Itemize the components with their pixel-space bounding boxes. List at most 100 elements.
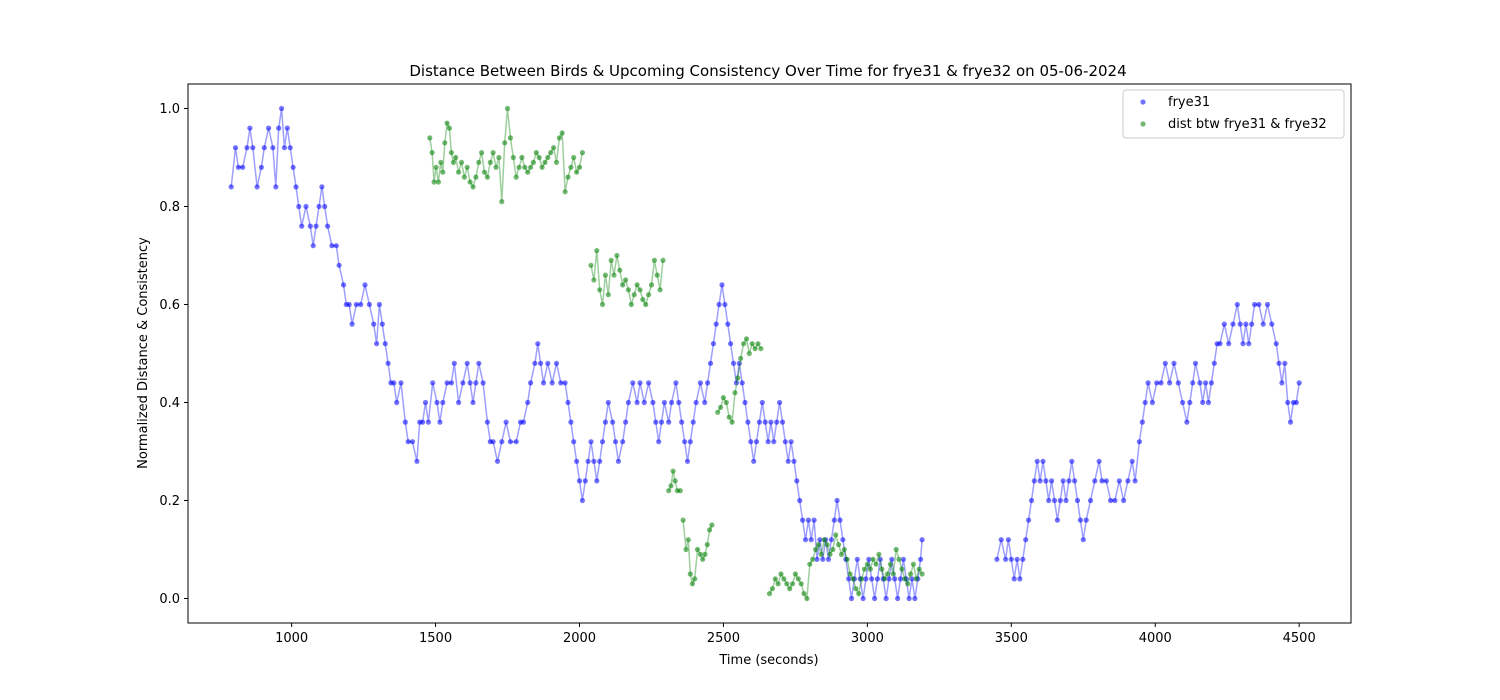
- data-point: [385, 360, 391, 366]
- data-point: [240, 164, 246, 170]
- legend-marker-dist: [1140, 121, 1146, 127]
- data-point: [860, 595, 866, 602]
- data-point: [402, 419, 408, 425]
- data-point: [813, 546, 819, 553]
- data-point: [499, 199, 505, 205]
- data-point: [1187, 399, 1193, 406]
- data-point: [702, 399, 708, 406]
- x-tick-label: 4500: [1283, 631, 1316, 646]
- data-point: [542, 159, 548, 165]
- data-point: [1256, 301, 1262, 308]
- data-point: [460, 380, 466, 386]
- data-point: [473, 380, 479, 386]
- data-point: [1293, 399, 1299, 406]
- data-point: [864, 561, 871, 567]
- data-point: [507, 439, 513, 445]
- data-point: [536, 154, 542, 161]
- data-point: [599, 301, 606, 308]
- data-point: [273, 184, 279, 190]
- data-point: [451, 360, 457, 366]
- data-point: [689, 581, 696, 587]
- series-line: [230, 108, 923, 599]
- data-point: [1205, 399, 1212, 406]
- data-point: [605, 292, 611, 298]
- data-point: [912, 595, 918, 602]
- data-point: [510, 154, 516, 161]
- y-tick-label: 0.8: [159, 200, 180, 215]
- data-point: [539, 164, 545, 170]
- data-point: [646, 292, 652, 298]
- data-point: [804, 595, 810, 602]
- data-point: [670, 468, 676, 474]
- data-point: [290, 164, 296, 170]
- data-point: [532, 360, 538, 366]
- data-point: [682, 439, 688, 445]
- data-point: [1190, 380, 1196, 386]
- data-point: [444, 380, 450, 386]
- data-point: [846, 576, 852, 582]
- data-point: [884, 571, 891, 577]
- data-point: [918, 556, 924, 562]
- data-point: [1285, 399, 1291, 406]
- data-point: [571, 154, 577, 161]
- data-point: [503, 419, 509, 425]
- data-point: [481, 169, 488, 175]
- data-point: [650, 399, 656, 406]
- data-point: [899, 566, 905, 572]
- data-point: [1217, 341, 1223, 347]
- data-point: [1099, 478, 1105, 484]
- data-point: [1112, 497, 1118, 504]
- data-point: [824, 542, 830, 548]
- data-point: [830, 546, 836, 553]
- data-point: [728, 341, 734, 347]
- data-point: [630, 380, 636, 386]
- data-point: [371, 321, 377, 327]
- data-point: [1175, 380, 1181, 386]
- data-point: [1034, 458, 1040, 464]
- x-tick-label: 3500: [995, 631, 1028, 646]
- data-point: [533, 150, 539, 156]
- data-point: [718, 404, 724, 410]
- data-point: [490, 439, 496, 445]
- data-point: [513, 174, 519, 180]
- data-point: [1276, 360, 1282, 366]
- data-point: [599, 439, 606, 445]
- data-point: [892, 576, 898, 582]
- data-point: [705, 380, 711, 386]
- data-point: [1200, 399, 1206, 406]
- data-point: [1092, 478, 1098, 484]
- x-tick-label: 2500: [707, 631, 740, 646]
- data-point: [919, 537, 925, 543]
- data-point: [525, 399, 531, 406]
- data-point: [723, 399, 729, 406]
- data-point: [440, 399, 446, 406]
- data-point: [640, 297, 646, 303]
- data-point: [730, 360, 737, 366]
- data-point: [755, 341, 761, 347]
- series-line: [717, 336, 762, 425]
- data-point: [745, 419, 751, 425]
- data-point: [325, 223, 331, 229]
- data-point: [571, 439, 577, 445]
- data-point: [810, 556, 816, 562]
- series-line: [996, 303, 1300, 580]
- data-point: [840, 537, 846, 543]
- data-point: [825, 556, 832, 562]
- data-point: [765, 439, 771, 445]
- data-point: [653, 419, 659, 425]
- data-point: [869, 576, 875, 582]
- data-point: [817, 537, 823, 543]
- data-point: [666, 488, 672, 494]
- plot-frame: [187, 83, 1352, 624]
- data-point: [1069, 458, 1075, 464]
- data-point: [870, 556, 876, 562]
- data-point: [859, 576, 865, 582]
- data-point: [520, 419, 527, 425]
- data-point: [565, 174, 571, 180]
- data-point: [446, 125, 452, 131]
- data-point: [676, 399, 682, 406]
- data-point: [1026, 517, 1032, 523]
- data-point: [1296, 380, 1302, 386]
- data-point: [519, 154, 525, 161]
- data-point: [591, 277, 597, 283]
